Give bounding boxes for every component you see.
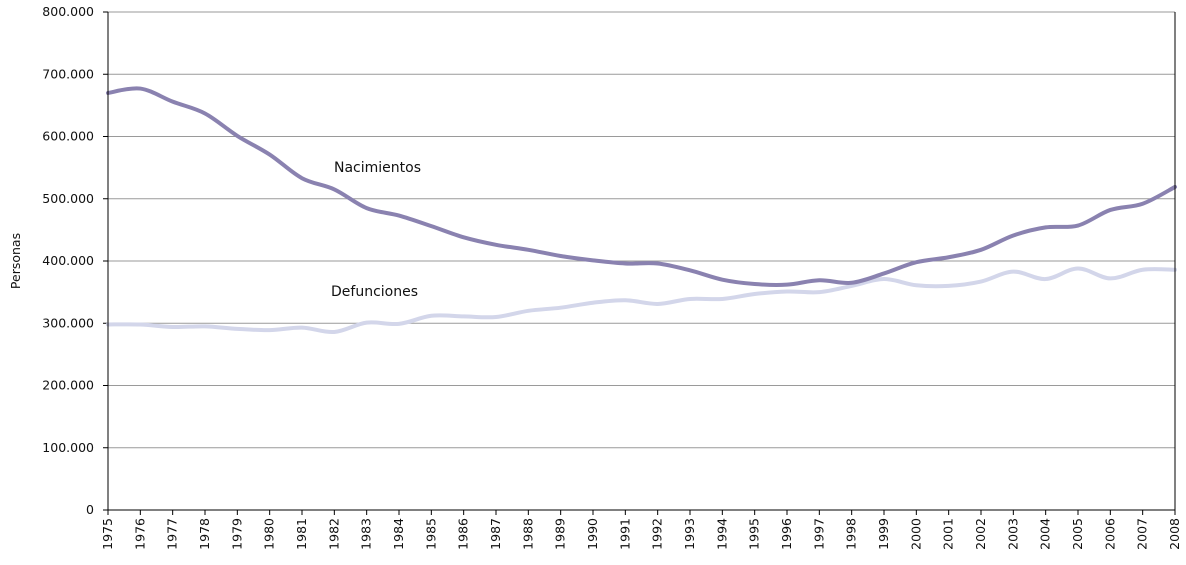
y-tick-label: 800.000	[42, 4, 94, 19]
x-tick-label: 1990	[585, 518, 600, 550]
y-tick-label: 300.000	[42, 315, 94, 330]
x-tick-label: 2003	[1005, 518, 1020, 550]
x-tick-label: 2007	[1135, 518, 1150, 550]
x-tick-label: 1982	[326, 518, 341, 550]
x-tick-label: 1979	[229, 518, 244, 550]
y-tick-label: 600.000	[42, 129, 94, 144]
x-tick-label: 1985	[423, 518, 438, 550]
x-tick-label: 1998	[844, 518, 859, 550]
x-tick-label: 1981	[294, 518, 309, 550]
x-tick-label: 2004	[1038, 518, 1053, 550]
x-tick-label: 1993	[682, 518, 697, 550]
x-tick-label: 1999	[876, 518, 891, 550]
series-label-defunciones: Defunciones	[331, 284, 418, 300]
series-lines	[106, 86, 1177, 335]
x-tick-label: 2001	[941, 518, 956, 550]
y-tick-label: 500.000	[42, 191, 94, 206]
x-tick-label: 1997	[811, 518, 826, 550]
y-tick-label: 400.000	[42, 253, 94, 268]
series-line-defunciones	[106, 266, 1177, 335]
y-tick-label: 200.000	[42, 378, 94, 393]
x-axis-ticks: 1975 1976 1977 1978 1979 1980 1981 1982 1983 1984…	[100, 510, 1182, 550]
y-tick-label: 0	[86, 502, 94, 517]
x-tick-label: 1989	[553, 518, 568, 550]
series-label-nacimientos: Nacimientos	[334, 160, 421, 176]
x-tick-label: 1986	[456, 518, 471, 550]
x-tick-label: 1980	[262, 518, 277, 550]
y-axis-title: Personas	[8, 233, 23, 289]
x-tick-label: 1978	[197, 518, 212, 550]
x-tick-label: 1975	[100, 518, 115, 550]
x-tick-label: 1995	[747, 518, 762, 550]
x-tick-label: 1984	[391, 518, 406, 550]
x-tick-label: 1977	[165, 518, 180, 550]
x-tick-label: 1991	[617, 518, 632, 550]
x-tick-label: 2002	[973, 518, 988, 550]
y-tick-label: 700.000	[42, 66, 94, 81]
x-tick-label: 1992	[650, 518, 665, 550]
x-tick-label: 2006	[1102, 518, 1117, 550]
x-tick-label: 2000	[908, 518, 923, 550]
x-tick-label: 2005	[1070, 518, 1085, 550]
x-tick-label: 1996	[779, 518, 794, 550]
x-tick-label: 1987	[488, 518, 503, 550]
series-line-nacimientos	[106, 86, 1177, 287]
gridlines	[108, 11, 1175, 449]
x-tick-label: 1988	[520, 518, 535, 550]
x-tick-label: 2008	[1167, 518, 1182, 550]
x-tick-label: 1976	[132, 518, 147, 550]
y-tick-label: 100.000	[42, 440, 94, 455]
x-tick-label: 1983	[359, 518, 374, 550]
y-axis-ticks: 0 100.000 200.000 300.000 400.000 500.000 600.…	[42, 4, 108, 517]
x-tick-label: 1994	[714, 518, 729, 550]
